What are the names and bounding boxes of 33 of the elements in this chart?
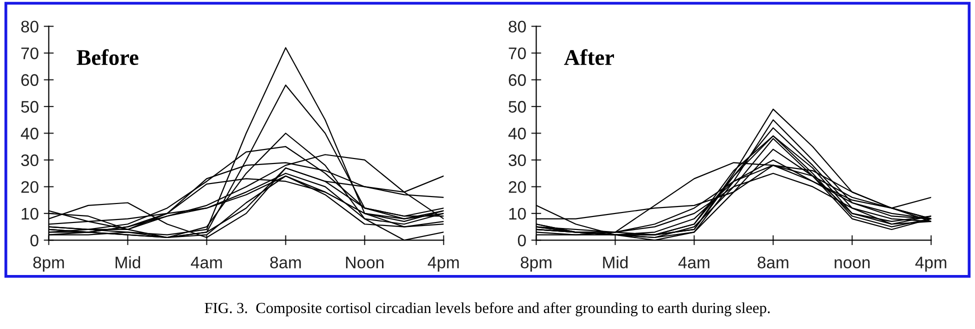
- y-tick-label: 30: [508, 154, 526, 166]
- x-tick-label: 4am: [190, 256, 222, 268]
- y-tick-label: 50: [508, 100, 526, 113]
- y-tick-label: 0: [518, 234, 526, 246]
- text: Before: [76, 49, 138, 66]
- y-tick-label: 60: [21, 74, 38, 86]
- x-tick-label: 4am: [678, 256, 710, 268]
- y-tick-label: 50: [21, 100, 38, 113]
- y-tick-label: 70: [21, 47, 38, 60]
- y-tick-label: 20: [508, 181, 526, 193]
- y-tick-label: 80: [508, 20, 526, 33]
- x-tick-label: Mid: [116, 256, 140, 268]
- y-tick-label: 40: [508, 128, 526, 140]
- text: After: [564, 49, 614, 66]
- y-tick-label: 70: [508, 47, 526, 60]
- y-tick-label: 60: [508, 74, 526, 86]
- y-tick-label: 30: [21, 154, 38, 166]
- x-tick-label: noon: [834, 259, 870, 268]
- x-tick-label: 4pm: [428, 256, 459, 272]
- x-tick-label: Noon: [346, 256, 384, 268]
- y-tick-label: 80: [21, 20, 38, 33]
- x-tick-label: 8pm: [33, 256, 64, 272]
- y-tick-label: 10: [22, 208, 38, 220]
- y-tick-label: 10: [509, 208, 526, 220]
- x-tick-label: 4pm: [915, 256, 946, 272]
- y-tick-label: 40: [20, 128, 38, 140]
- x-tick-label: Mid: [603, 256, 628, 268]
- x-tick-label: 8am: [758, 256, 788, 268]
- caption: FIG. 3. Composite cortisol circadian levels before and after grounding to earth during sleep.: [204, 302, 770, 316]
- y-tick-label: 0: [30, 234, 38, 246]
- x-tick-label: 8pm: [520, 256, 552, 272]
- x-tick-label: 8am: [270, 256, 301, 268]
- y-tick-label: 20: [21, 181, 38, 193]
